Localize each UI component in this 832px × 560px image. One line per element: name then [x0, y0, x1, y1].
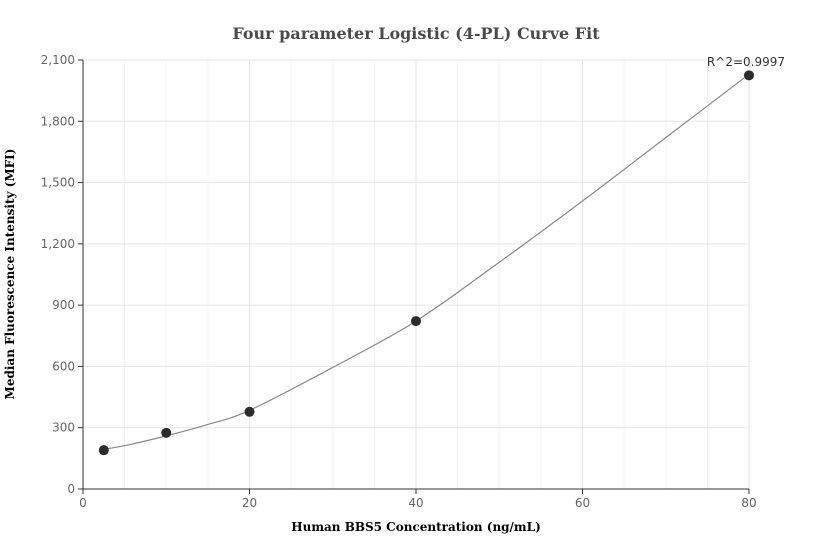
x-axis-title: Human BBS5 Concentration (ng/mL)	[291, 520, 541, 534]
x-tick-label: 60	[575, 496, 590, 510]
x-tick-label: 80	[741, 496, 756, 510]
y-tick-label: 900	[52, 298, 75, 312]
y-axis-title: Median Fluorescence Intensity (MFI)	[3, 149, 17, 400]
y-tick-label: 1,200	[41, 237, 75, 251]
data-point	[244, 406, 255, 417]
y-tick-label: 0	[67, 482, 75, 496]
y-tick-label: 2,100	[41, 53, 75, 67]
y-tick-label: 600	[52, 359, 75, 373]
data-point	[411, 316, 421, 327]
x-tick-label: 20	[242, 496, 257, 510]
data-point	[98, 445, 109, 456]
r-squared-annotation: R^2=0.9997	[707, 55, 785, 69]
x-axis-ticks: 0 20 40 60 80	[79, 489, 757, 510]
major-gridlines	[83, 59, 750, 489]
data-point	[744, 70, 754, 81]
y-axis-ticks: 0 300 600 900 1,200 1,500 1,800 2,100	[41, 53, 83, 496]
y-tick-label: 1,800	[41, 114, 75, 128]
x-tick-label: 40	[408, 496, 423, 510]
y-tick-label: 1,500	[41, 176, 75, 190]
chart-title: Four parameter Logistic (4-PL) Curve Fit	[232, 24, 600, 43]
y-tick-label: 300	[52, 421, 75, 435]
fit-curve-line	[103, 73, 750, 450]
minor-gridlines	[124, 60, 708, 489]
x-tick-label: 0	[79, 496, 87, 510]
data-points	[98, 70, 754, 456]
data-point	[161, 427, 172, 438]
